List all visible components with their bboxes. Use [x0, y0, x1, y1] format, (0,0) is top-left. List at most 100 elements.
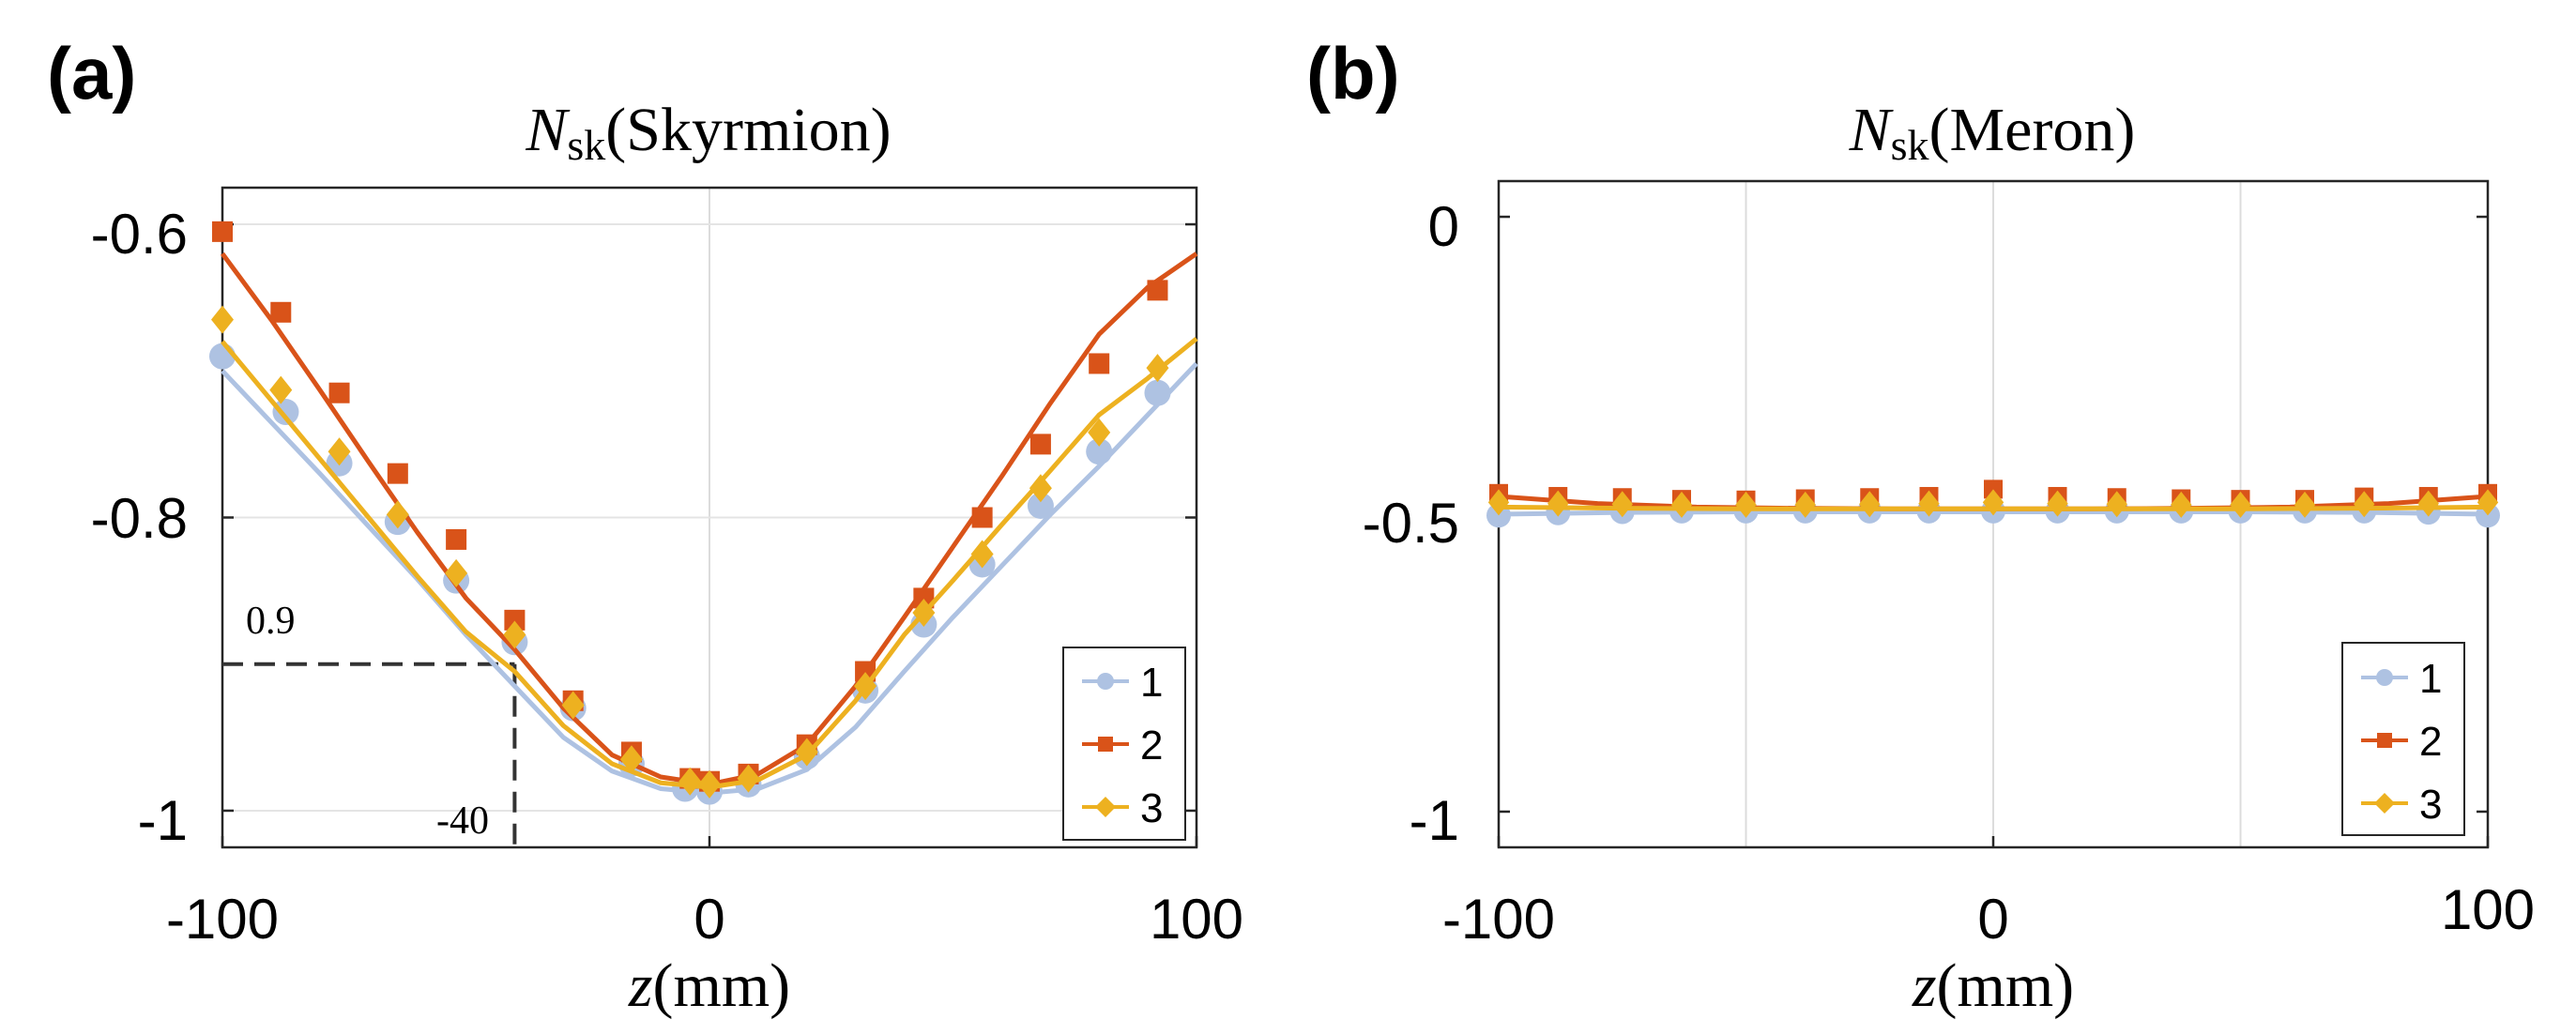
panel-a-skyrmion: (a) Nsk(Skyrmion) 0.9 -40 -0.6 -0.8 -1 -… — [47, 32, 1243, 1020]
panel-a-series — [209, 221, 1198, 805]
y-tick-label: 0 — [1428, 195, 1459, 258]
legend-label-3: 3 — [1140, 785, 1163, 831]
legend-label-1: 1 — [2419, 656, 2442, 702]
data-point-diamond — [2230, 491, 2251, 518]
legend-label-2: 2 — [1140, 723, 1163, 769]
panel-a-legend: 1 2 3 — [1062, 647, 1186, 841]
data-point-square — [1147, 280, 1168, 301]
legend-label-2: 2 — [2419, 719, 2442, 765]
legend-entry-1: 1 — [2361, 656, 2442, 702]
data-point-diamond — [445, 558, 468, 587]
legend-label-1: 1 — [1140, 660, 1163, 706]
x-tick-label: -100 — [166, 888, 279, 951]
data-point-diamond — [561, 691, 585, 720]
legend-entry-3: 3 — [1082, 785, 1163, 831]
x-tick-label: 100 — [1150, 888, 1243, 951]
panel-a-x-tick-labels: -100 0 100 — [166, 888, 1243, 951]
data-point-square — [387, 463, 408, 484]
panel-a-y-tick-labels: -0.6 -0.8 -1 — [91, 203, 188, 852]
data-point-diamond — [1611, 491, 1633, 518]
data-point-square — [1029, 434, 1051, 455]
y-tick-label: -1 — [1410, 789, 1459, 852]
data-point-circle — [1086, 438, 1113, 465]
data-point-diamond — [678, 767, 702, 796]
panel-b-label: (b) — [1306, 32, 1400, 114]
series-1 — [209, 342, 1198, 805]
data-point-square — [971, 507, 993, 528]
y-tick-label: -1 — [138, 789, 188, 852]
data-point-diamond — [912, 599, 936, 628]
legend-marker-square — [2377, 733, 2392, 748]
data-point-diamond — [1487, 489, 1510, 516]
data-point-diamond — [619, 745, 643, 774]
data-point-diamond — [854, 672, 877, 701]
legend-marker-diamond — [2374, 793, 2395, 814]
data-point-diamond — [211, 305, 234, 334]
panel-b-legend: 1 2 3 — [2341, 642, 2465, 836]
y-tick-label: -0.5 — [1363, 492, 1459, 555]
data-point-circle — [1027, 493, 1054, 520]
data-point-square — [913, 587, 935, 609]
legend-label-3: 3 — [2419, 782, 2442, 828]
annotation-x-label: -40 — [436, 799, 489, 843]
data-point-diamond — [1547, 490, 1569, 517]
data-point-square — [328, 382, 350, 403]
y-tick-label: -0.8 — [91, 487, 188, 550]
panel-b-x-axis-label: z(mm) — [1912, 951, 2074, 1020]
data-point-diamond — [970, 540, 994, 569]
data-point-diamond — [2171, 491, 2192, 518]
data-point-diamond — [2354, 491, 2375, 518]
x-tick-label: 0 — [694, 888, 724, 951]
panel-a-grid — [222, 188, 1197, 847]
data-point-circle — [1144, 379, 1171, 406]
data-point-square — [1089, 353, 1110, 374]
panel-b-series — [1486, 479, 2500, 528]
y-tick-label: -0.6 — [91, 203, 188, 266]
data-point-diamond — [737, 764, 760, 793]
data-point-diamond — [1982, 489, 2004, 516]
data-point-diamond — [698, 769, 721, 799]
data-point-diamond — [2477, 489, 2499, 516]
legend-entry-1: 1 — [1082, 660, 1163, 706]
data-point-diamond — [1735, 491, 1757, 518]
data-point-circle — [272, 399, 299, 426]
data-point-diamond — [2417, 490, 2439, 517]
data-point-diamond — [1918, 490, 1940, 517]
legend-marker-circle — [2376, 669, 2393, 686]
data-point-diamond — [795, 738, 818, 767]
data-point-square — [504, 609, 526, 631]
data-point-diamond — [1146, 354, 1169, 383]
panel-b-y-tick-labels: 0 -0.5 -1 — [1363, 195, 1459, 852]
data-point-square — [212, 221, 233, 242]
data-point-diamond — [2294, 491, 2316, 518]
panel-b-meron: (b) Nsk(Meron) 0 -0.5 -1 -100 0 100 z(mm… — [1306, 32, 2535, 1020]
panel-a-x-axis-label: z(mm) — [628, 951, 790, 1020]
x-tick-label: 100 — [2441, 878, 2535, 941]
legend-marker-square — [1098, 737, 1113, 752]
data-point-diamond — [269, 375, 293, 404]
data-point-diamond — [2106, 491, 2127, 518]
legend-marker-diamond — [1095, 797, 1116, 817]
panel-b-x-tick-labels: -100 0 100 — [1442, 878, 2535, 951]
data-point-diamond — [1670, 491, 1693, 518]
data-point-diamond — [328, 437, 351, 466]
legend-entry-2: 2 — [2361, 719, 2442, 765]
annotation-y-label: 0.9 — [246, 600, 296, 643]
data-point-diamond — [1088, 418, 1111, 447]
panel-a-annotation: 0.9 -40 — [222, 600, 517, 847]
series-3 — [211, 305, 1198, 799]
legend-entry-2: 2 — [1082, 723, 1163, 769]
legend-marker-circle — [1097, 673, 1114, 690]
data-point-square — [855, 661, 876, 682]
panel-a-label: (a) — [47, 32, 136, 114]
x-tick-label: 0 — [1977, 888, 2008, 951]
data-point-diamond — [503, 620, 526, 649]
data-point-square — [270, 301, 292, 323]
data-point-diamond — [386, 500, 409, 529]
data-point-diamond — [1794, 491, 1816, 518]
data-point-square — [446, 528, 467, 550]
data-point-diamond — [2047, 490, 2068, 517]
data-point-diamond — [1859, 491, 1881, 518]
x-tick-label: -100 — [1442, 888, 1555, 951]
